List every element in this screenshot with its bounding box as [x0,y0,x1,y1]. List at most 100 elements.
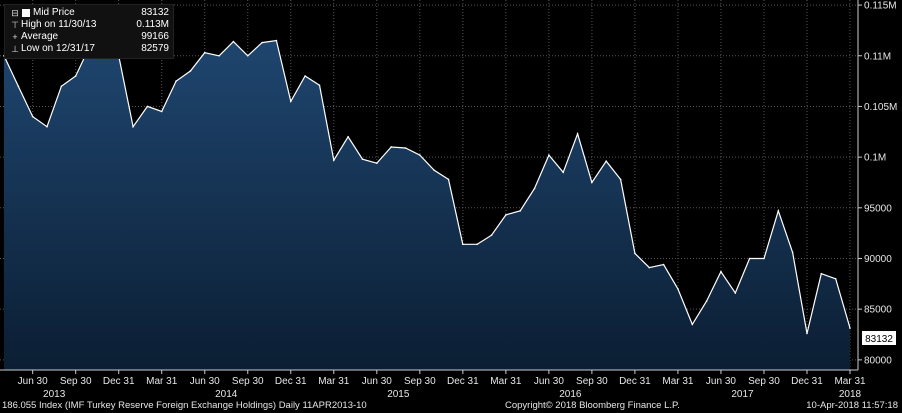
legend-item-high: ⊤ High on 11/30/13 0.113M [9,19,169,31]
legend-value: 99166 [141,31,169,42]
data-point-14 [203,51,206,54]
data-point-22 [318,84,321,86]
data-point-35 [505,214,507,216]
x-tick-label: Dec 31 [791,376,823,387]
data-point-20 [289,100,292,103]
data-point-9 [132,125,134,128]
data-point-46 [662,263,665,266]
data-point-58 [834,277,837,280]
last-price-label: 83132 [865,334,893,345]
legend-value: 0.113M [136,19,169,30]
data-point-15 [218,54,220,57]
chart-legend: ⊟ Mid Price 83132 ⊤ High on 11/30/13 0.1… [4,4,174,59]
data-point-10 [146,105,149,108]
x-tick-label: Sep 30 [232,376,264,387]
high-marker-icon: ⊤ [11,20,19,30]
footer-index-info: 186.055 Index (IMF Turkey Reserve Foreig… [2,400,367,411]
data-point-47 [677,288,679,290]
data-point-18 [261,41,263,44]
x-tick-label: Jun 30 [18,376,48,387]
data-point-43 [619,178,622,181]
collapse-icon[interactable]: ⊟ [11,8,19,18]
data-point-27 [390,146,392,148]
x-tick-label: Dec 31 [447,376,479,387]
x-tick-label: Mar 31 [146,376,178,387]
data-point-50 [720,270,722,273]
x-axis: Jun 30 Sep 30 Dec 31 Mar 31 Jun 30 Sep 30 Dec … [0,369,866,387]
year-label: 2015 [387,389,410,400]
year-label: 2014 [215,389,238,400]
data-point-41 [591,181,593,184]
year-label: 2016 [559,389,582,400]
data-point-55 [791,251,794,254]
average-marker-icon: + [12,32,18,42]
x-tick-label: Jun 30 [362,376,392,387]
y-tick-label: 0.105M [864,102,897,113]
x-tick-label: Sep 30 [404,376,436,387]
legend-item-low: ⊥ Low on 12/31/17 82579 [9,43,169,55]
legend-value: 82579 [141,43,169,54]
price-area [4,35,850,370]
data-point-56 [806,332,808,335]
y-axis: 0.115M 0.11M 0.105M 0.1M 95000 90000 85000 8000… [857,0,897,370]
year-label: 2013 [43,389,66,400]
legend-label: Low on 12/31/17 [21,43,95,54]
data-point-12 [175,80,177,82]
legend-item-mid-price[interactable]: ⊟ Mid Price 83132 [9,7,169,19]
data-point-38 [548,154,550,156]
y-tick-label: 0.1M [864,153,886,164]
data-point-33 [476,243,478,246]
legend-label: Average [21,31,59,42]
data-point-32 [462,243,464,246]
data-point-49 [705,300,708,302]
x-tick-label: Dec 31 [275,376,307,387]
data-point-3 [46,125,48,128]
data-point-19 [275,39,278,42]
data-points [3,34,851,335]
data-point-2 [31,115,34,118]
data-point-51 [734,292,737,294]
footer-timestamp: 10-Apr-2018 11:57:18 [806,400,898,411]
legend-item-average: + Average 99166 [9,31,169,43]
data-point-21 [304,75,306,77]
data-point-40 [576,133,579,135]
data-point-29 [419,154,421,156]
legend-label: High on 11/30/13 [21,19,97,30]
data-point-53 [763,257,765,260]
x-tick-label: Sep 30 [748,376,780,387]
y-tick-label: 80000 [864,355,892,366]
legend-label: Mid Price [33,7,75,18]
data-point-1 [17,85,20,87]
data-point-4 [60,85,63,87]
y-tick-label: 0.115M [864,1,897,12]
data-point-57 [820,272,823,275]
status-footer: 186.055 Index (IMF Turkey Reserve Foreig… [0,400,902,413]
data-point-23 [332,159,335,161]
last-price-tag: 83132 [862,331,896,345]
year-label: 2017 [731,389,754,400]
data-point-11 [160,110,163,113]
data-point-28 [404,147,407,149]
year-label: 2018 [839,389,862,400]
data-point-45 [648,266,651,269]
data-point-24 [347,136,349,138]
x-tick-label: Jun 30 [190,376,220,387]
series-swatch-icon [22,9,30,17]
data-point-36 [519,210,522,212]
data-point-39 [562,171,565,174]
data-point-17 [246,54,249,57]
data-point-48 [691,323,694,326]
y-tick-label: 95000 [864,203,892,214]
price-line [3,34,851,334]
data-point-26 [376,162,378,165]
data-point-37 [533,187,536,190]
footer-copyright: Copyright© 2018 Bloomberg Finance L.P. [505,400,680,411]
data-point-34 [490,234,493,236]
data-point-42 [605,160,608,162]
x-tick-label: Mar 31 [490,376,522,387]
x-tick-label: Sep 30 [60,376,92,387]
x-tick-label: Dec 31 [619,376,651,387]
data-point-16 [232,40,235,43]
y-tick-label: 90000 [864,254,892,265]
